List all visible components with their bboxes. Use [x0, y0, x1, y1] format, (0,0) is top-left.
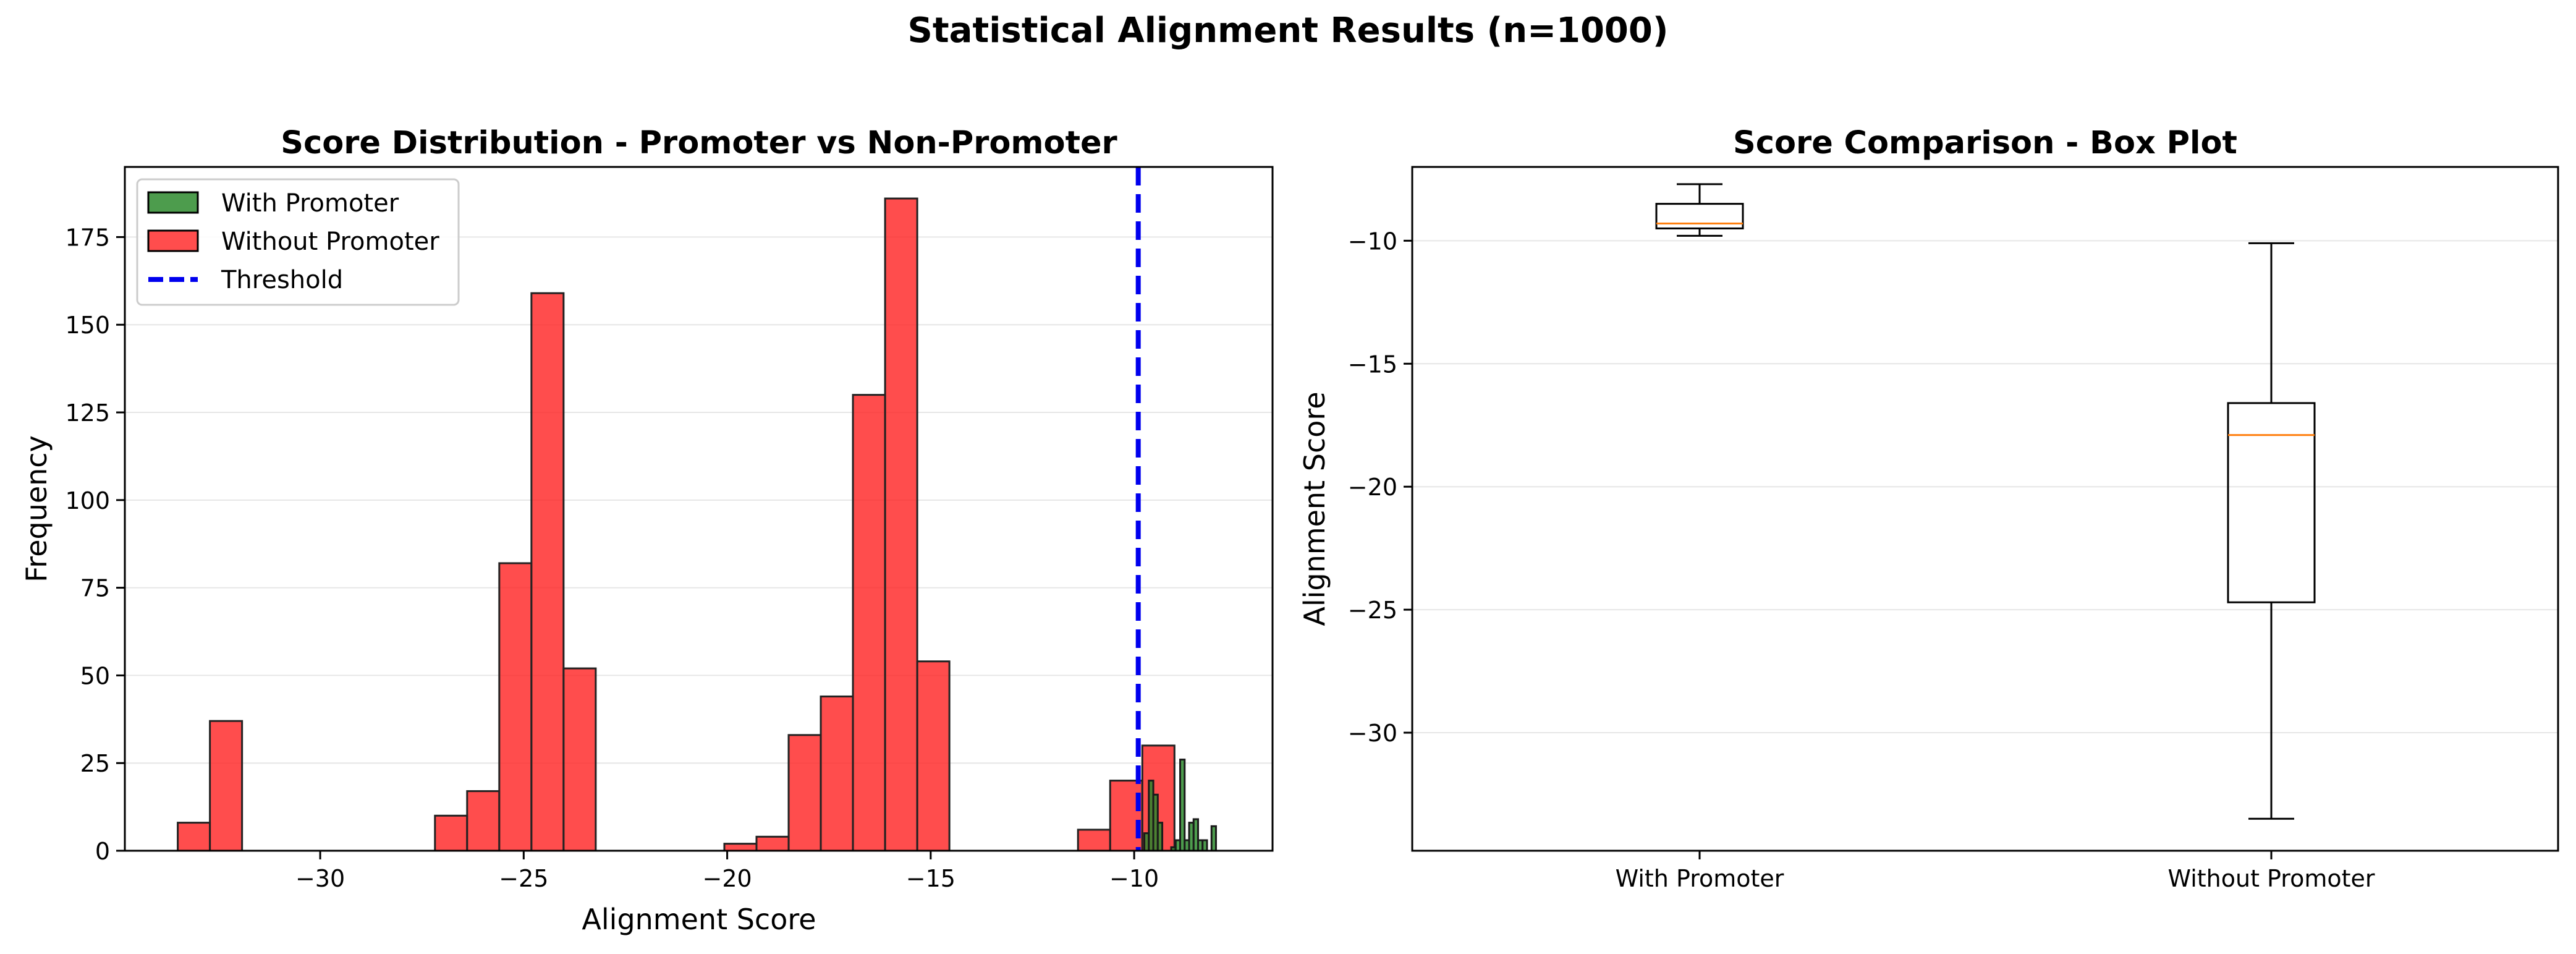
legend-label-threshold: Threshold [221, 266, 343, 294]
without-promoter-bar [177, 822, 211, 852]
x-tick-label: −10 [1109, 865, 1159, 892]
with-promoter-bar [1201, 839, 1208, 852]
y-tick-label: 125 [65, 399, 110, 427]
x-tick-label: −30 [295, 865, 345, 892]
y-tick-label: 175 [65, 224, 110, 251]
y-tick-label: −30 [1348, 720, 1397, 747]
boxplot-gridlines [1412, 240, 2558, 734]
histogram-x-ticks: −30 −25 −20 −15 −10 [295, 851, 1159, 892]
x-tick-label: −15 [906, 865, 955, 892]
y-tick-label: 50 [80, 662, 110, 689]
without-promoter-bar [562, 667, 597, 852]
boxplot-title: Score Comparison - Box Plot [1733, 125, 2237, 161]
y-tick-label: −10 [1348, 228, 1397, 255]
without-promoter-bar [1109, 780, 1143, 852]
without-promoter-bar [498, 562, 533, 852]
with-promoter-bar [1156, 822, 1164, 852]
without-promoter-bar [820, 695, 854, 852]
histogram-gridlines [125, 236, 1273, 764]
y-tick-label: 150 [65, 312, 110, 339]
y-tick-label: 100 [65, 487, 110, 514]
histogram-y-axis-label: Frequency [20, 435, 53, 582]
x-tick-label: −20 [702, 865, 752, 892]
with-promoter-bar [1179, 759, 1186, 852]
x-tick-label: −25 [499, 865, 548, 892]
without-promoter-bar [530, 292, 565, 852]
legend-swatch-with-promoter [147, 191, 199, 214]
y-tick-label: −15 [1348, 351, 1397, 378]
legend-label-with-promoter: With Promoter [221, 189, 399, 218]
without-promoter-bar [209, 720, 244, 852]
boxplot-y-ticks: −10 −15 −20 −25 −30 [1348, 228, 1412, 747]
without-promoter-bar [787, 734, 822, 852]
histogram-panel: Score Distribution - Promoter vs Non-Pro… [20, 125, 1274, 936]
legend-frame [136, 178, 460, 306]
x-tick-label: Without Promoter [2167, 865, 2375, 892]
y-tick-label: −25 [1348, 597, 1397, 624]
histogram-title: Score Distribution - Promoter vs Non-Pro… [281, 125, 1117, 161]
figure-suptitle: Statistical Alignment Results (n=1000) [908, 11, 1669, 51]
without-promoter-bar [1077, 828, 1111, 852]
without-promoter-bar [434, 814, 468, 852]
without-promoter-bar [916, 660, 951, 852]
without-promoter-bar [723, 843, 758, 852]
boxplot-panel: Score Comparison - Box Plot −10 −15 −20 −25… [1298, 125, 2559, 892]
x-tick-label: With Promoter [1616, 865, 1784, 892]
histogram-y-ticks: 0 25 50 75 100 125 150 175 [65, 224, 125, 865]
with-promoter-bar [1210, 825, 1217, 852]
histogram-plot-frame [124, 166, 1274, 852]
boxplot-y-axis-label: Alignment Score [1298, 391, 1331, 626]
boxplot-plot-frame [1411, 166, 2559, 852]
histogram-x-axis-label: Alignment Score [582, 903, 816, 936]
legend-swatch-without-promoter [147, 229, 199, 252]
legend-label-without-promoter: Without Promoter [221, 228, 439, 256]
y-tick-label: 75 [80, 575, 110, 602]
without-promoter-bar [852, 394, 886, 852]
without-promoter-bar [755, 835, 790, 852]
boxplot-x-ticks: With Promoter Without Promoter [1616, 851, 2375, 892]
without-promoter-bar [466, 790, 501, 852]
y-tick-label: −20 [1348, 474, 1397, 501]
y-tick-label: 25 [80, 750, 110, 777]
boxplot-boxes [1655, 183, 2316, 820]
box [2227, 402, 2316, 603]
histogram-legend: With Promoter Without Promoter Threshold [136, 178, 460, 306]
histogram-without-promoter-bars [177, 197, 1176, 852]
box [1655, 203, 1744, 229]
y-tick-label: 0 [95, 838, 110, 865]
without-promoter-bar [884, 197, 918, 852]
